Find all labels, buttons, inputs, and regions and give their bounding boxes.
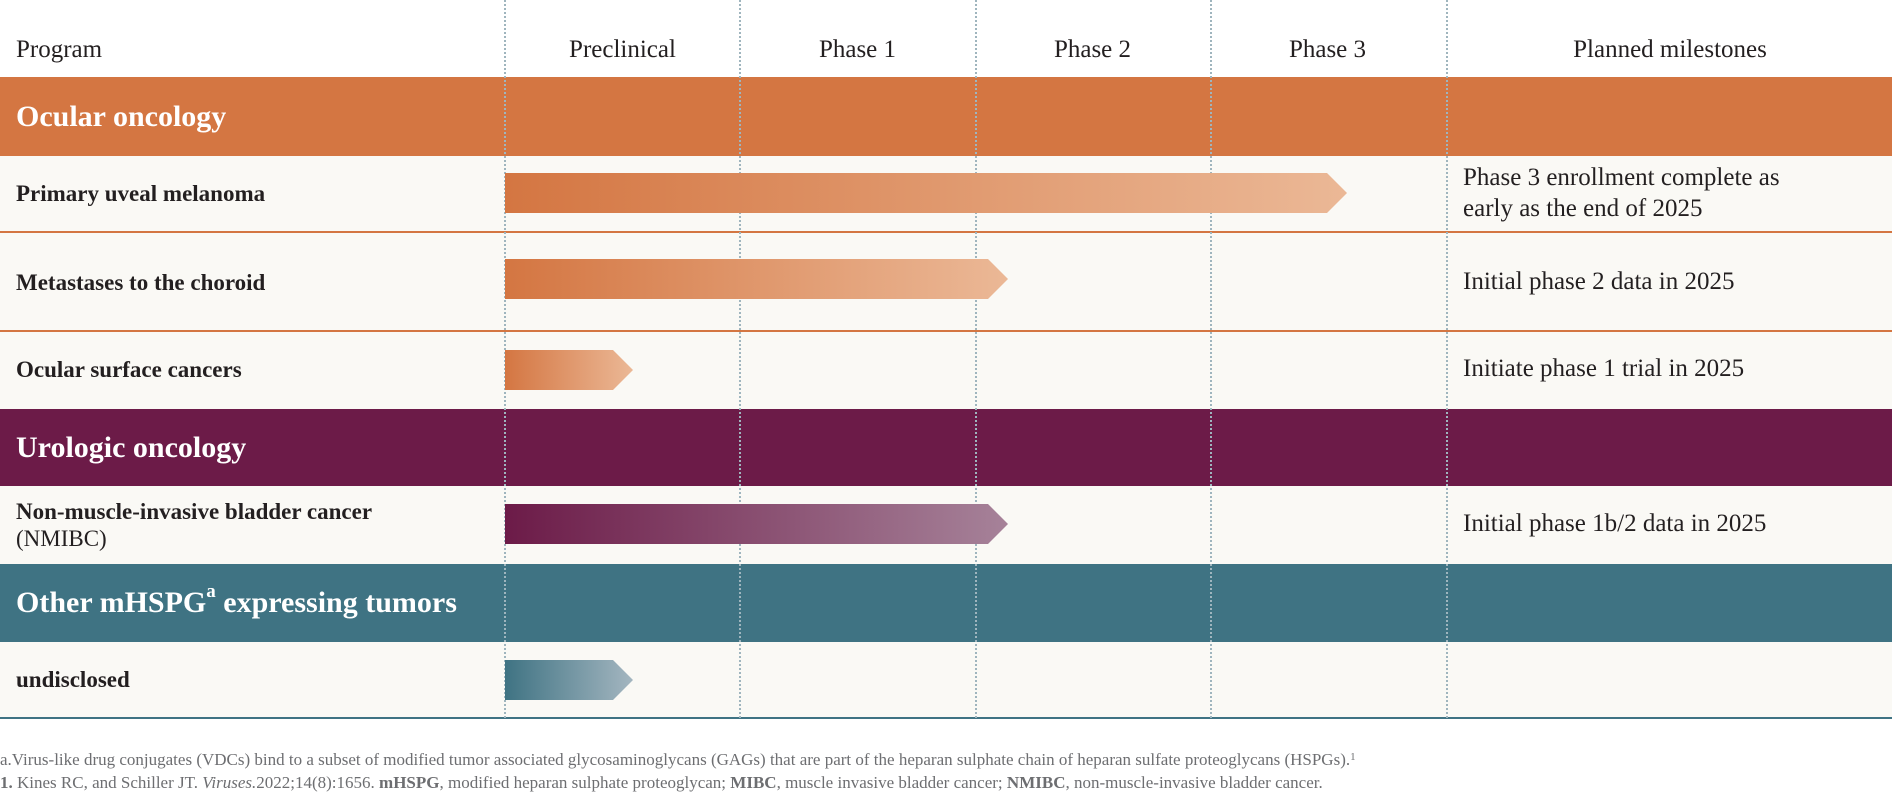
program-name: undisclosed bbox=[16, 667, 130, 692]
header-planned-milestones: Planned milestones bbox=[1573, 36, 1767, 63]
header-program: Program bbox=[16, 36, 103, 63]
section-ocular-oncology: Ocular oncology bbox=[0, 77, 1892, 156]
milestone-text: Phase 3 enrollment complete as early as … bbox=[1463, 162, 1853, 224]
gridline-phase-3-start bbox=[1210, 0, 1212, 718]
program-name-main: Non-muscle-invasive bladder cancer bbox=[16, 499, 373, 524]
program-row-ocular-surface-cancers: Ocular surface cancers Initiate phase 1 … bbox=[0, 332, 1892, 409]
section-title: Other mHSPGa expressing tumors bbox=[16, 582, 457, 620]
row-divider bbox=[0, 231, 1892, 233]
progress-arrow-undisclosed bbox=[505, 660, 633, 700]
progress-arrow-ocular-surface-cancers bbox=[505, 350, 633, 390]
header-phase-2: Phase 2 bbox=[1053, 36, 1132, 63]
milestone-text: Initial phase 2 data in 2025 bbox=[1463, 268, 1735, 295]
section-title: Ocular oncology bbox=[16, 99, 227, 133]
row-divider bbox=[0, 330, 1892, 332]
footnote-a: a.Virus-like drug conjugates (VDCs) bind… bbox=[0, 749, 1356, 771]
section-title-rest: expressing tumors bbox=[215, 586, 457, 619]
milestone-text: Initial phase 1b/2 data in 2025 bbox=[1463, 510, 1767, 537]
progress-arrow-metastases-to-the-choroid bbox=[505, 259, 1008, 299]
abbreviation-definition: , non-muscle-invasive bladder cancer. bbox=[1065, 773, 1323, 792]
section-title-main: Other mHSPG bbox=[16, 586, 207, 619]
abbreviation-term: mHSPG bbox=[379, 773, 440, 792]
program-row-undisclosed: undisclosed bbox=[0, 642, 1892, 717]
reference-number: 1. bbox=[0, 773, 13, 792]
program-name: Ocular surface cancers bbox=[16, 357, 242, 382]
section-urologic-oncology: Urologic oncology bbox=[0, 409, 1892, 486]
gridline-milestones-start bbox=[1446, 0, 1448, 718]
abbreviation-definition: , muscle invasive bladder cancer; bbox=[776, 773, 1007, 792]
reference-journal: Viruses. bbox=[202, 773, 257, 792]
milestone-line-1: Phase 3 enrollment complete as bbox=[1463, 164, 1780, 191]
header-phase-1: Phase 1 bbox=[818, 36, 897, 63]
program-name: Metastases to the choroid bbox=[16, 270, 266, 295]
milestone-text: Initiate phase 1 trial in 2025 bbox=[1463, 355, 1745, 382]
section-title: Urologic oncology bbox=[16, 430, 247, 464]
footnote-a-text: a.Virus-like drug conjugates (VDCs) bind… bbox=[0, 750, 1351, 769]
header-phase-3: Phase 3 bbox=[1288, 36, 1367, 63]
milestone-line-2: early as the end of 2025 bbox=[1463, 195, 1703, 222]
table-bottom-rule bbox=[0, 717, 1892, 719]
footnote-references: 1. Kines RC, and Schiller JT. Viruses.20… bbox=[0, 772, 1323, 794]
program-name-abbreviation: (NMIBC) bbox=[16, 526, 107, 551]
program-row-primary-uveal-melanoma: Primary uveal melanoma Phase 3 enrollmen… bbox=[0, 156, 1892, 231]
progress-arrow-primary-uveal-melanoma bbox=[505, 173, 1347, 213]
reference-authors: Kines RC, and Schiller JT. bbox=[12, 773, 203, 792]
gridline-phase-1-start bbox=[739, 0, 741, 718]
abbreviation-definition: , modified heparan sulphate proteoglycan… bbox=[439, 773, 731, 792]
abbreviation-term: MIBC bbox=[730, 773, 777, 792]
progress-arrow-nmibc bbox=[505, 504, 1008, 544]
gridline-phase-2-start bbox=[975, 0, 977, 718]
abbreviation-term: NMIBC bbox=[1006, 773, 1066, 792]
footnote-a-ref-marker: 1 bbox=[1350, 751, 1356, 763]
reference-citation: 2022;14(8):1656. bbox=[256, 773, 380, 792]
section-other-mhspg-tumors: Other mHSPGa expressing tumors bbox=[0, 564, 1892, 642]
footnote-marker: a bbox=[206, 581, 216, 602]
program-name: Primary uveal melanoma bbox=[16, 181, 266, 206]
program-name: Non-muscle-invasive bladder cancer (NMIB… bbox=[16, 498, 372, 552]
header-preclinical: Preclinical bbox=[569, 36, 676, 63]
